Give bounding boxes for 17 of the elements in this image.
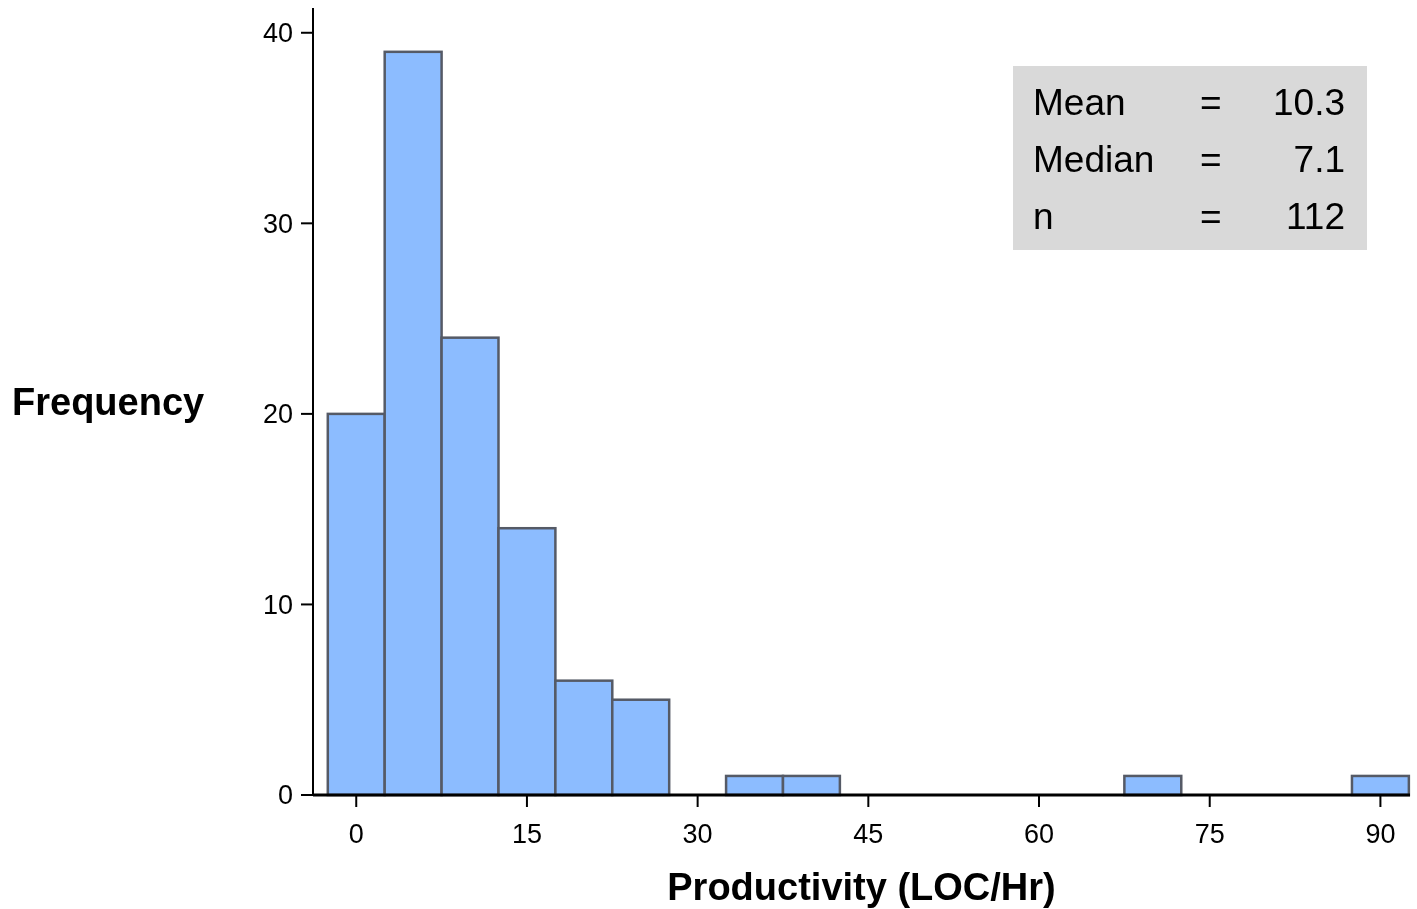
x-axis-title: Productivity (LOC/Hr) — [667, 866, 1056, 908]
text: Median = 7.1 — [1033, 138, 1345, 180]
y-tick-label: 20 — [262, 399, 293, 430]
x-tick-label: 15 — [511, 819, 542, 849]
y-tick-label: 30 — [262, 208, 293, 239]
x-tick-label: 30 — [682, 819, 713, 849]
text: n = 112 — [1033, 195, 1345, 237]
x-tick-label: 0 — [348, 819, 364, 849]
text: Mean = 10.3 — [1033, 81, 1345, 123]
y-tick-label: 10 — [262, 589, 293, 620]
x-tick-label: 75 — [1194, 819, 1225, 849]
y-tick-label: 40 — [262, 18, 293, 49]
y-axis-title: Frequency — [12, 381, 205, 424]
x-tick-label: 45 — [853, 819, 884, 849]
y-tick-label: 0 — [277, 780, 293, 811]
x-tick-label: 90 — [1365, 819, 1396, 849]
x-tick-label: 60 — [1024, 819, 1055, 849]
